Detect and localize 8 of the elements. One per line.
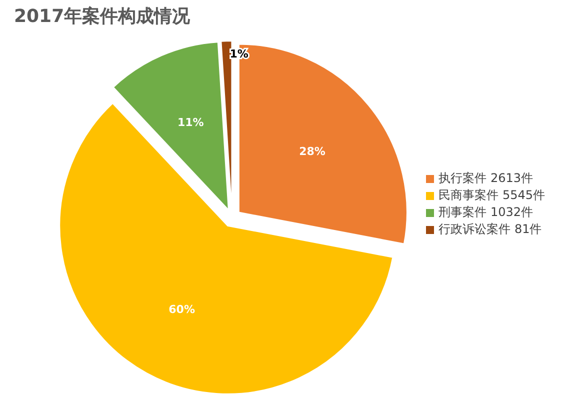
data-label: 60% xyxy=(168,302,195,316)
legend-label: 执行案件 2613件 xyxy=(438,170,533,187)
data-label: 11% xyxy=(177,116,204,129)
data-label: 28% xyxy=(299,145,326,158)
chart-title: 2017年案件构成情况 xyxy=(14,6,192,27)
legend-label: 刑事案件 1032件 xyxy=(438,204,533,221)
legend-label: 民商事案件 5545件 xyxy=(438,187,545,204)
legend-label: 行政诉讼案件 81件 xyxy=(438,221,542,238)
